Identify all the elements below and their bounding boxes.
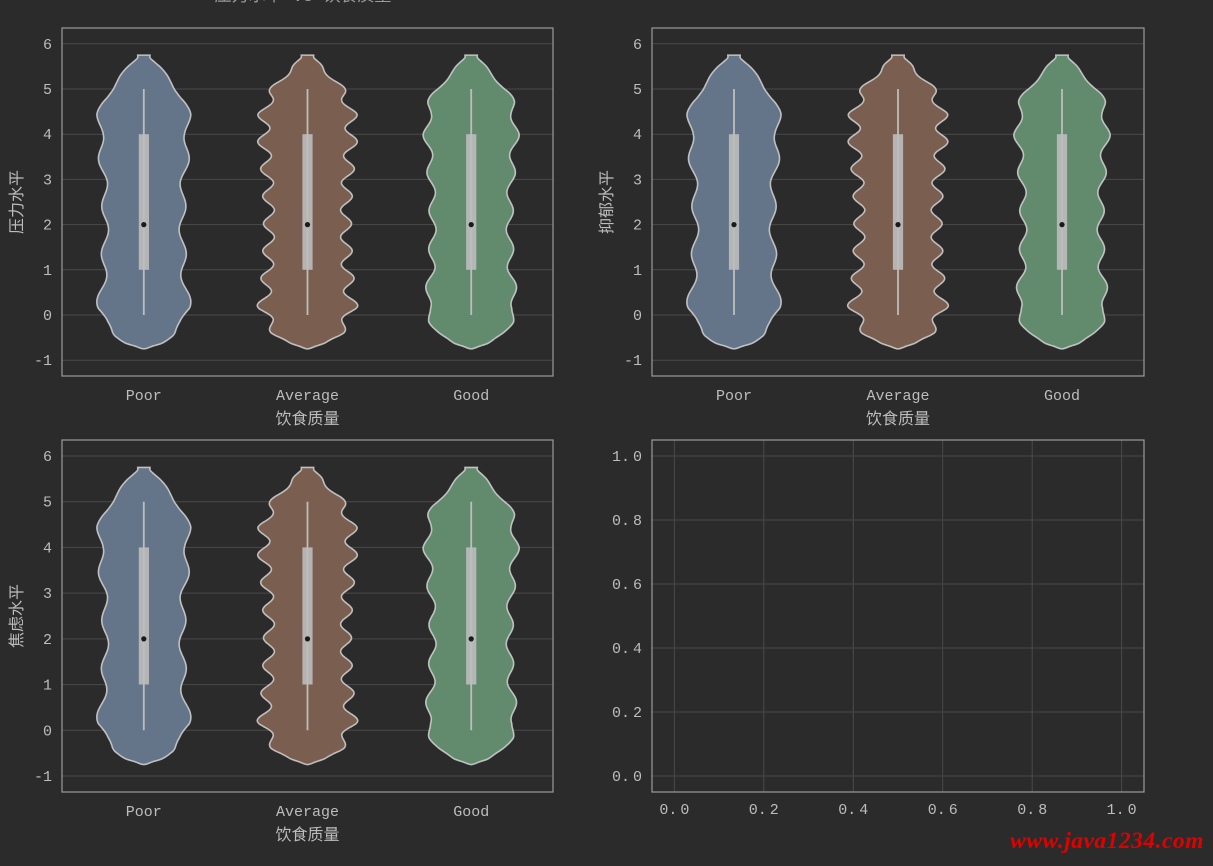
svg-text:5: 5 [633, 82, 642, 99]
svg-text:3: 3 [43, 172, 52, 189]
svg-text:饮食质量: 饮食质量 [866, 410, 930, 429]
svg-text:2: 2 [633, 218, 642, 235]
svg-text:5: 5 [43, 495, 52, 512]
svg-text:4: 4 [43, 540, 52, 557]
svg-text:Poor: Poor [716, 388, 752, 405]
svg-text:0: 0 [43, 308, 52, 325]
svg-text:-1: -1 [624, 353, 642, 370]
svg-text:-1: -1 [34, 769, 52, 786]
svg-text:Average: Average [276, 388, 339, 405]
svg-text:1: 1 [633, 263, 642, 280]
svg-text:0: 0 [633, 308, 642, 325]
svg-text:0. 4: 0. 4 [612, 641, 642, 658]
svg-text:Poor: Poor [126, 804, 162, 821]
svg-text:抑郁水平: 抑郁水平 [598, 170, 617, 234]
svg-text:焦虑水平: 焦虑水平 [8, 584, 27, 648]
svg-text:1: 1 [43, 263, 52, 280]
svg-text:Good: Good [1044, 388, 1080, 405]
svg-text:Good: Good [453, 388, 489, 405]
svg-text:0. 0: 0. 0 [659, 802, 689, 819]
svg-text:3: 3 [43, 586, 52, 603]
svg-text:4: 4 [633, 127, 642, 144]
svg-text:1: 1 [43, 678, 52, 695]
svg-text:3: 3 [633, 172, 642, 189]
svg-text:5: 5 [43, 82, 52, 99]
svg-text:-1: -1 [34, 353, 52, 370]
svg-text:0. 4: 0. 4 [838, 802, 868, 819]
svg-text:饮食质量: 饮食质量 [275, 826, 339, 845]
svg-text:0. 8: 0. 8 [1017, 802, 1047, 819]
svg-text:6: 6 [633, 37, 642, 54]
svg-text:0. 6: 0. 6 [612, 577, 642, 594]
svg-text:压力水平: 压力水平 [8, 170, 27, 234]
svg-text:0: 0 [43, 723, 52, 740]
svg-text:2: 2 [43, 218, 52, 235]
svg-text:2: 2 [43, 632, 52, 649]
svg-text:4: 4 [43, 127, 52, 144]
svg-text:0. 0: 0. 0 [612, 769, 642, 786]
svg-text:0. 6: 0. 6 [928, 802, 958, 819]
svg-text:6: 6 [43, 449, 52, 466]
svg-text:Good: Good [453, 804, 489, 821]
svg-text:0. 8: 0. 8 [612, 513, 642, 530]
svg-text:1. 0: 1. 0 [1107, 802, 1137, 819]
svg-text:0. 2: 0. 2 [749, 802, 779, 819]
svg-text:Poor: Poor [126, 388, 162, 405]
svg-text:1. 0: 1. 0 [612, 449, 642, 466]
svg-text:饮食质量: 饮食质量 [275, 410, 339, 429]
svg-text:Average: Average [866, 388, 929, 405]
svg-text:Average: Average [276, 804, 339, 821]
svg-text:6: 6 [43, 37, 52, 54]
svg-text:0. 2: 0. 2 [612, 705, 642, 722]
